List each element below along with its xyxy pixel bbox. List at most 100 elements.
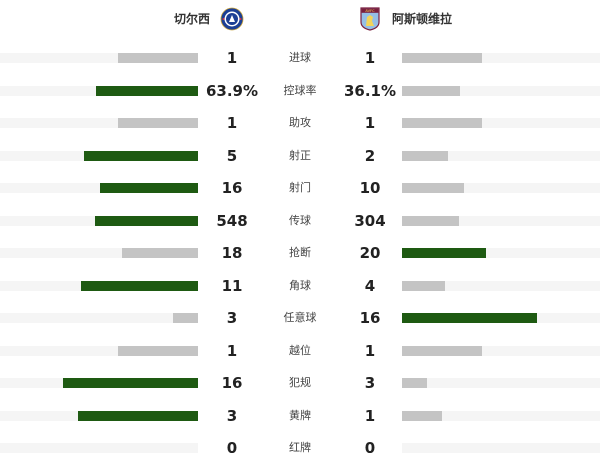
home-stat-bar	[80, 280, 198, 291]
stat-row: 16 射门 10	[0, 178, 600, 198]
home-stat-track	[0, 183, 198, 193]
stat-label: 黄牌	[289, 408, 311, 422]
home-stat-bar	[63, 378, 198, 388]
away-stat-value: 4	[364, 276, 376, 295]
home-stat-track	[0, 280, 198, 291]
home-stat-track	[0, 345, 198, 356]
home-stat-value: 63.9%	[205, 81, 259, 100]
stat-label: 射门	[289, 181, 311, 194]
stat-label: 助攻	[289, 116, 311, 129]
home-stat-value: 11	[221, 276, 243, 295]
away-stat-bar	[402, 248, 487, 258]
stat-label: 传球	[289, 213, 311, 227]
home-stat-value: 5	[226, 146, 238, 165]
home-stat-bar	[122, 248, 198, 258]
stat-label: 抢断	[289, 246, 311, 259]
home-stat-value: 0	[226, 439, 238, 457]
away-stat-bar	[402, 85, 460, 96]
away-stat-value: 1	[364, 406, 376, 425]
away-stat-track	[402, 378, 600, 388]
aston-villa-crest-icon: AVFC	[360, 7, 380, 31]
home-stat-value: 16	[221, 374, 243, 392]
away-stat-bar	[402, 345, 482, 356]
stat-row: 18 抢断 20	[0, 243, 600, 263]
stat-row: 63.9% 控球率 36.1%	[0, 81, 600, 101]
home-stat-track	[0, 118, 198, 128]
home-stat-track	[0, 85, 198, 96]
stat-row: 3 黄牌 1	[0, 406, 600, 426]
home-stat-track	[0, 248, 198, 258]
home-stat-track	[0, 215, 198, 226]
away-stat-track	[402, 443, 600, 453]
home-team-name: 切尔西	[173, 12, 210, 26]
stat-row: 5 射正 2	[0, 146, 600, 166]
home-stat-bar	[99, 183, 198, 193]
home-stat-bar	[95, 85, 198, 96]
away-stat-track	[402, 118, 600, 128]
away-stat-track	[402, 85, 600, 96]
away-stat-value: 16	[359, 309, 381, 327]
stat-label: 红牌	[289, 441, 311, 454]
away-stat-track	[402, 150, 600, 161]
home-stat-value: 1	[226, 341, 238, 360]
stat-row: 1 进球 1	[0, 48, 600, 68]
away-stat-track	[402, 53, 600, 63]
away-stat-value: 10	[359, 179, 381, 197]
stat-label: 任意球	[283, 311, 317, 324]
home-stat-bar	[78, 410, 198, 421]
stat-row: 11 角球 4	[0, 276, 600, 296]
stat-row: 1 助攻 1	[0, 113, 600, 133]
away-stat-bar	[402, 183, 464, 193]
home-stat-bar	[172, 313, 198, 323]
away-team-name: 阿斯顿维拉	[392, 12, 453, 26]
stat-label: 犯规	[289, 376, 311, 389]
away-stat-value: 20	[359, 244, 381, 262]
home-stat-value: 3	[226, 406, 238, 425]
home-stat-track	[0, 150, 198, 161]
stat-row: 1 越位 1	[0, 341, 600, 361]
away-stat-value: 36.1%	[343, 81, 397, 100]
home-stat-bar	[118, 118, 198, 128]
home-stat-bar	[118, 53, 198, 63]
stat-row: 16 犯规 3	[0, 373, 600, 393]
away-stat-value: 2	[364, 146, 376, 165]
stat-label: 控球率	[283, 83, 317, 97]
away-stat-track	[402, 183, 600, 193]
away-stat-bar	[402, 410, 442, 421]
stat-label: 角球	[289, 278, 311, 292]
away-stat-track	[402, 280, 600, 291]
home-stat-value: 3	[226, 309, 238, 327]
stat-row: 0 红牌 0	[0, 438, 600, 458]
away-stat-bar	[402, 215, 460, 226]
stat-label: 射正	[289, 148, 311, 162]
stat-label: 进球	[289, 51, 311, 64]
away-stat-bar	[402, 53, 482, 63]
home-stat-bar	[95, 215, 198, 226]
away-stat-track	[402, 313, 600, 323]
stat-row: 3 任意球 16	[0, 308, 600, 328]
home-stat-value: 1	[226, 114, 238, 132]
home-stat-value: 548	[216, 211, 248, 230]
away-stat-track	[402, 345, 600, 356]
chelsea-crest-icon	[220, 7, 244, 31]
away-logo-text: AVFC	[365, 9, 375, 13]
away-stat-value: 1	[364, 341, 376, 360]
home-stat-track	[0, 313, 198, 323]
away-stat-bar	[402, 378, 428, 388]
away-stat-value: 1	[364, 49, 376, 67]
away-stat-value: 3	[364, 374, 376, 392]
home-stat-value: 16	[221, 179, 243, 197]
away-stat-bar	[402, 280, 445, 291]
away-stat-value: 1	[364, 114, 376, 132]
away-stat-track	[402, 215, 600, 226]
home-stat-track	[0, 410, 198, 421]
away-stat-bar	[402, 118, 482, 128]
away-stat-bar	[402, 150, 448, 161]
home-stat-track	[0, 53, 198, 63]
stat-label: 越位	[289, 343, 311, 357]
stat-row: 548 传球 304	[0, 211, 600, 231]
home-stat-bar	[118, 345, 198, 356]
home-stat-bar	[83, 150, 198, 161]
away-stat-value: 0	[364, 439, 376, 457]
away-stat-value: 304	[354, 211, 386, 230]
